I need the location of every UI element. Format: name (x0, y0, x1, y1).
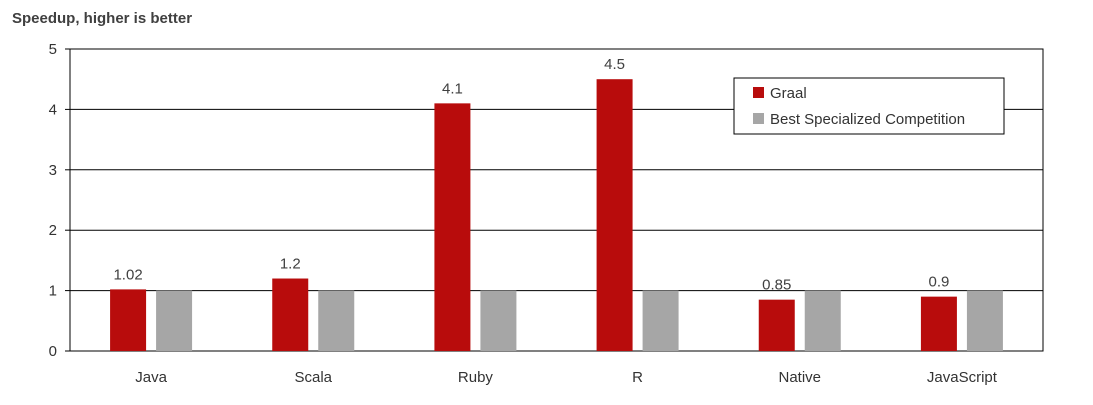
data-label: 4.5 (604, 56, 625, 73)
bar-competition-r (642, 290, 679, 351)
legend-swatch-0 (753, 87, 764, 98)
data-labels: 1.02 1.2 4.1 4.5 0.85 0.9 (113, 56, 949, 293)
bar-graal-native (758, 299, 795, 351)
x-tick-label: JavaScript (927, 369, 998, 386)
y-tick-label: 3 (49, 162, 57, 179)
legend: Graal Best Specialized Competition (733, 77, 1005, 135)
bar-graal-scala (272, 278, 309, 351)
data-label: 0.9 (928, 274, 949, 291)
x-tick-label: Native (778, 369, 821, 386)
data-label: 4.1 (442, 80, 463, 97)
legend-label-1: Best Specialized Competition (770, 111, 965, 128)
bar-competition-java (156, 290, 193, 351)
x-tick-label: Ruby (458, 369, 494, 386)
legend-swatch-1 (753, 113, 764, 124)
data-label: 1.02 (113, 266, 142, 283)
legend-box (733, 77, 1005, 135)
bar-graal-r (596, 79, 633, 351)
data-label: 1.2 (280, 256, 301, 273)
bar-competition-ruby (480, 290, 517, 351)
bar-graal-ruby (434, 103, 471, 351)
legend-label-0: Graal (770, 85, 807, 102)
y-tick-label: 1 (49, 283, 57, 300)
x-tick-label: Java (135, 369, 167, 386)
bar-competition-javascript (966, 290, 1003, 351)
tick-labels: 0 1 2 3 4 5 Java Scala Ruby R Native JavaScript (49, 41, 998, 386)
y-tick-label: 4 (49, 101, 57, 118)
bar-competition-scala (318, 290, 355, 351)
plot-frame (69, 48, 1044, 352)
bar-graal-java (110, 289, 147, 351)
y-tick-label: 0 (49, 343, 57, 360)
gridlines (65, 48, 1044, 352)
x-tick-label: Scala (294, 369, 332, 386)
y-axis-title: Speedup, higher is better (12, 10, 193, 27)
bar-graal-javascript (920, 296, 957, 351)
y-tick-label: 5 (49, 41, 57, 58)
y-tick-label: 2 (49, 222, 57, 239)
bar-competition-native (804, 290, 841, 351)
data-label: 0.85 (762, 277, 791, 294)
x-tick-label: R (632, 369, 643, 386)
bars (110, 79, 1003, 351)
